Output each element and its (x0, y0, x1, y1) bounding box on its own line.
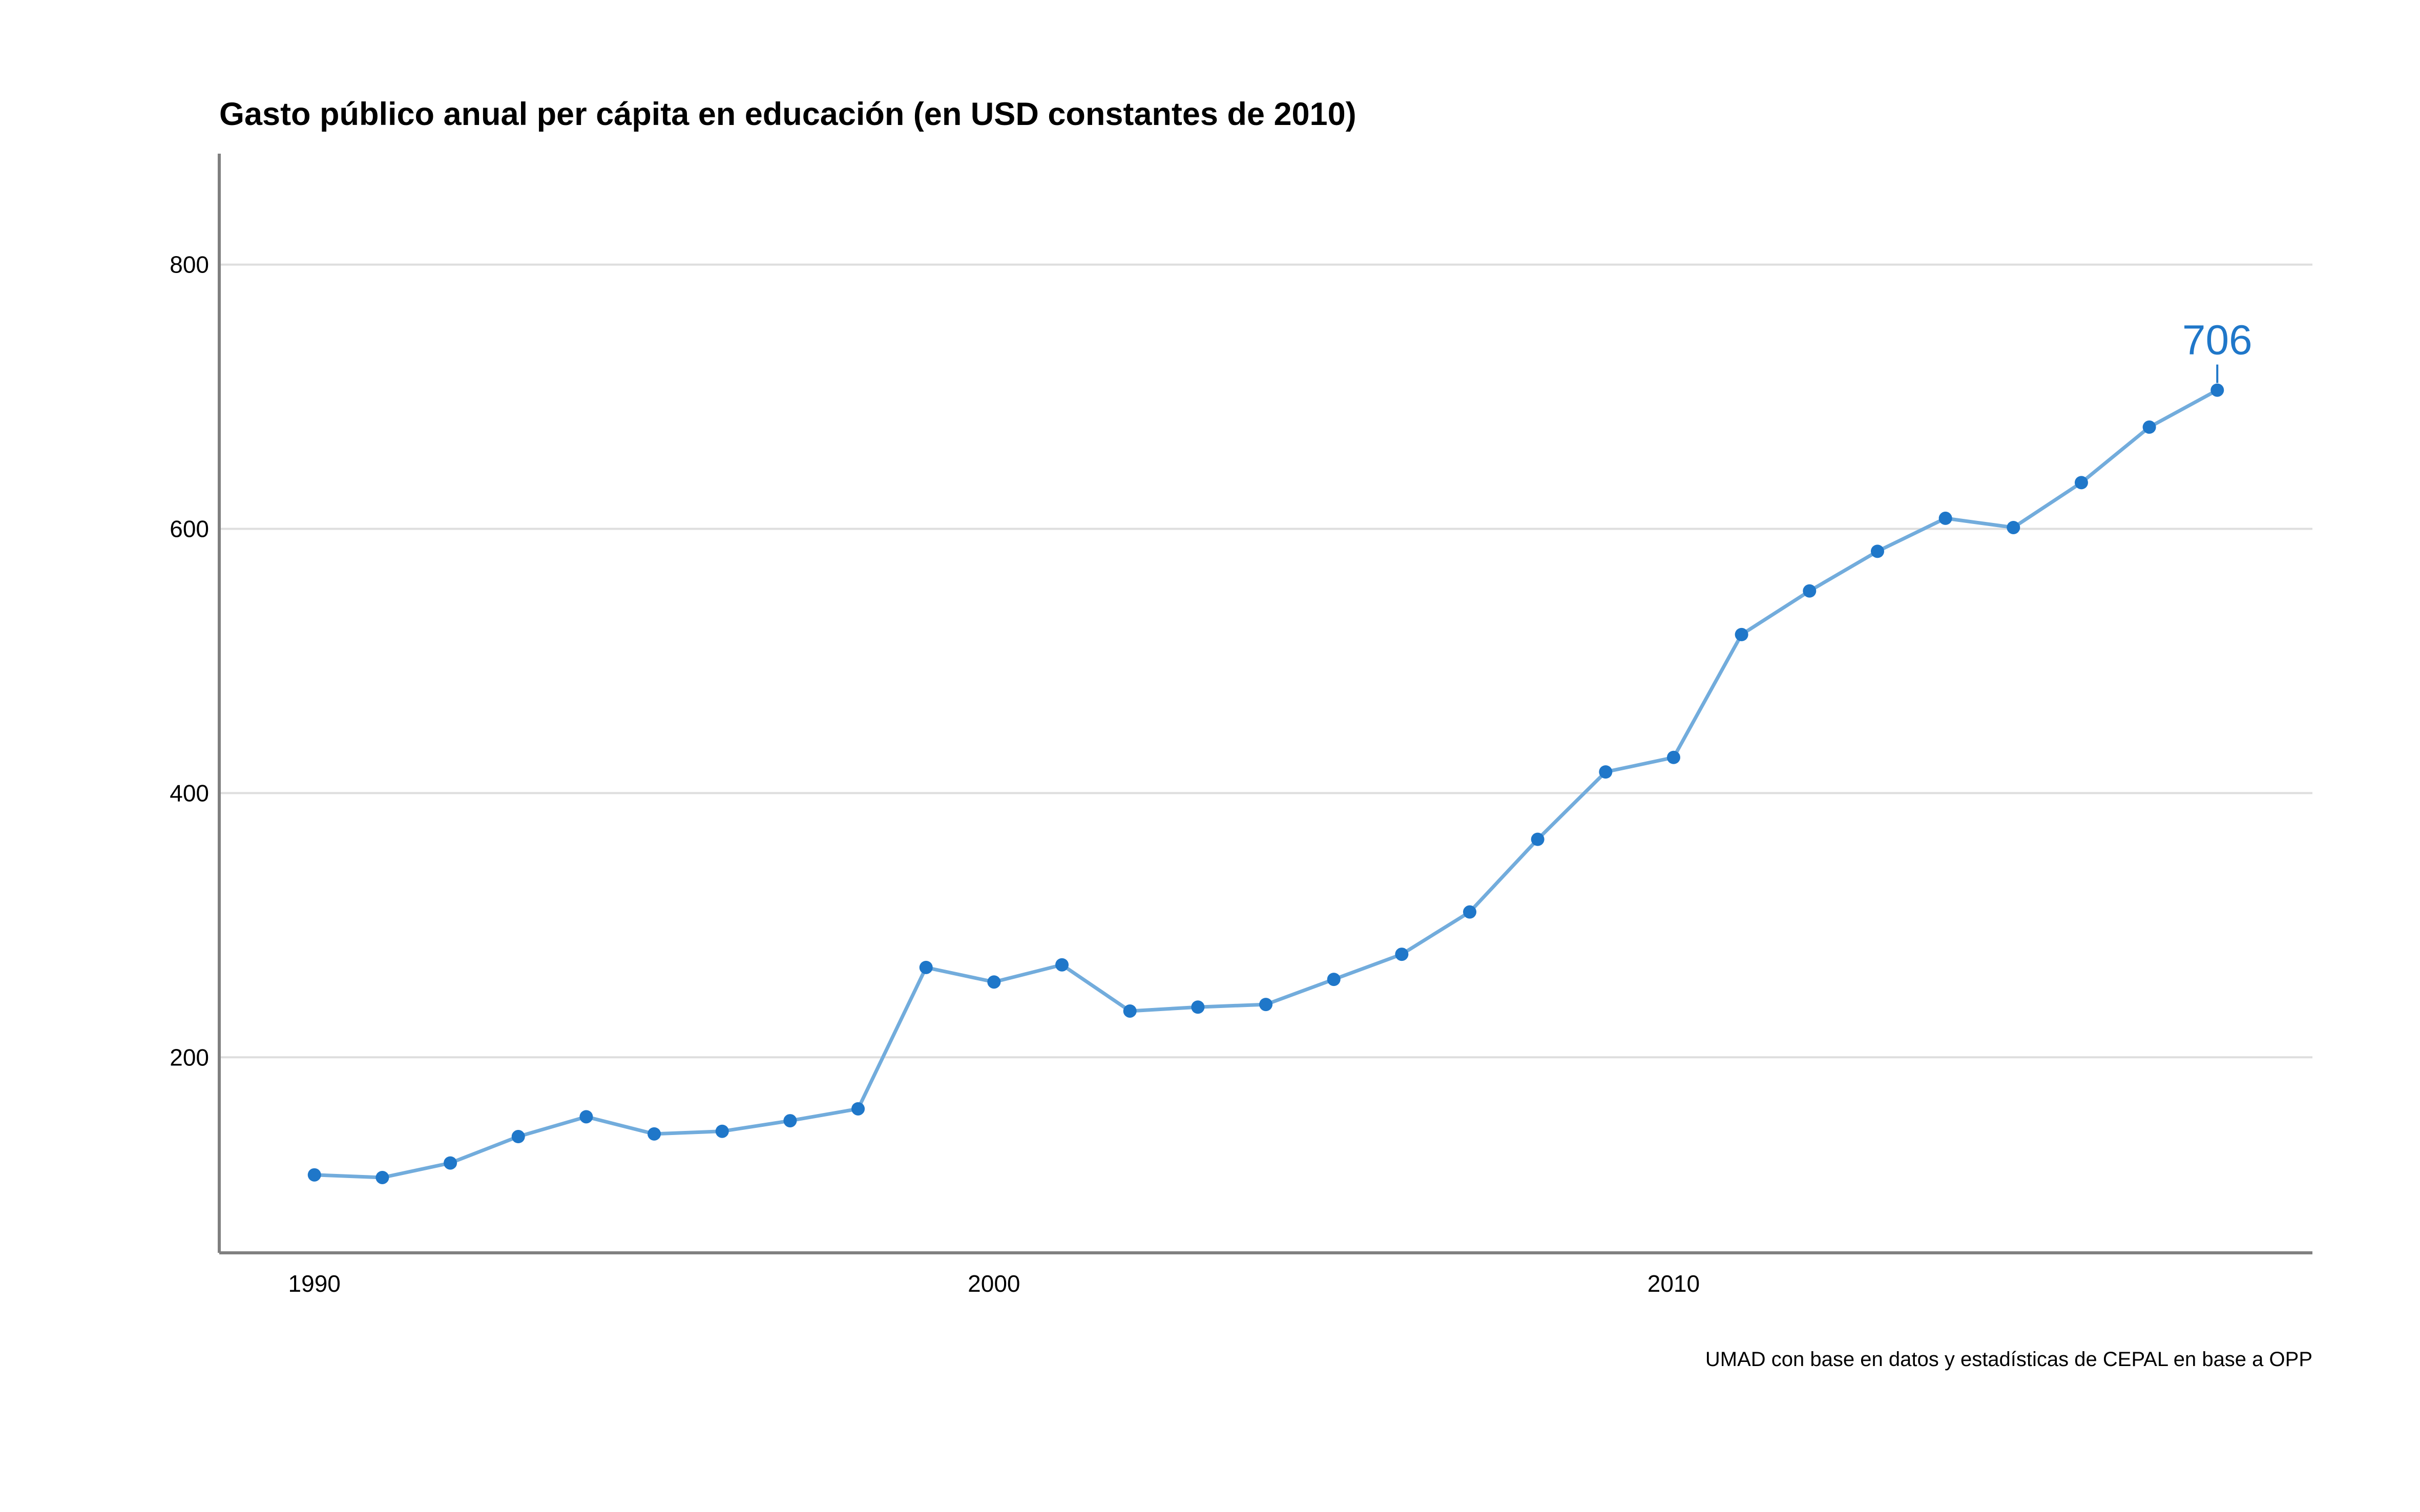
data-point-2017 (2142, 420, 2156, 434)
x-tick-label-1990: 1990 (288, 1270, 341, 1297)
data-point-2000 (987, 975, 1001, 989)
y-tick-label-400: 400 (170, 780, 209, 806)
y-axis-ticks: 200 400 600 800 (170, 251, 209, 1071)
x-axis-ticks: 1990 2000 2010 (288, 1270, 1700, 1297)
data-point-2005 (1327, 973, 1341, 986)
chart-caption: UMAD con base en datos y estadísticas de… (1705, 1348, 2312, 1371)
data-point-2015 (2007, 520, 2020, 534)
data-point-2008 (1531, 832, 1545, 846)
data-point-2013 (1870, 544, 1884, 558)
data-point-2011 (1735, 627, 1748, 641)
data-point-1992 (444, 1156, 457, 1170)
data-points (307, 383, 2224, 1184)
data-point-2003 (1191, 1000, 1205, 1014)
data-point-2014 (1938, 511, 1952, 525)
data-point-1996 (715, 1124, 729, 1138)
data-point-2006 (1395, 948, 1409, 961)
data-point-2004 (1259, 998, 1272, 1012)
y-tick-label-600: 600 (170, 516, 209, 542)
gridlines (219, 263, 2312, 1059)
data-point-2001 (1055, 958, 1069, 972)
y-tick-label-200: 200 (170, 1044, 209, 1070)
data-point-2009 (1599, 765, 1613, 779)
annotation-label-2018: 706 (2182, 317, 2252, 364)
x-tick-label-2000: 2000 (968, 1270, 1020, 1297)
data-point-1999 (919, 960, 933, 974)
data-point-1995 (648, 1127, 661, 1141)
data-point-1997 (783, 1114, 797, 1128)
data-point-2010 (1666, 750, 1680, 764)
data-point-2007 (1463, 905, 1476, 919)
data-point-2016 (2074, 476, 2088, 490)
data-point-1990 (307, 1168, 321, 1182)
chart-title: Gasto público anual per cápita en educac… (219, 96, 1357, 132)
series-line (312, 388, 2219, 1180)
y-tick-label-800: 800 (170, 251, 209, 278)
data-point-1991 (375, 1170, 389, 1184)
data-point-1993 (511, 1130, 525, 1144)
data-point-2018 (2210, 383, 2224, 397)
data-point-1998 (851, 1102, 865, 1116)
annotations: 706 (2182, 317, 2252, 383)
data-point-1994 (579, 1110, 593, 1124)
data-point-2012 (1803, 584, 1817, 598)
x-tick-label-2010: 2010 (1647, 1270, 1700, 1297)
data-point-2002 (1123, 1004, 1137, 1018)
